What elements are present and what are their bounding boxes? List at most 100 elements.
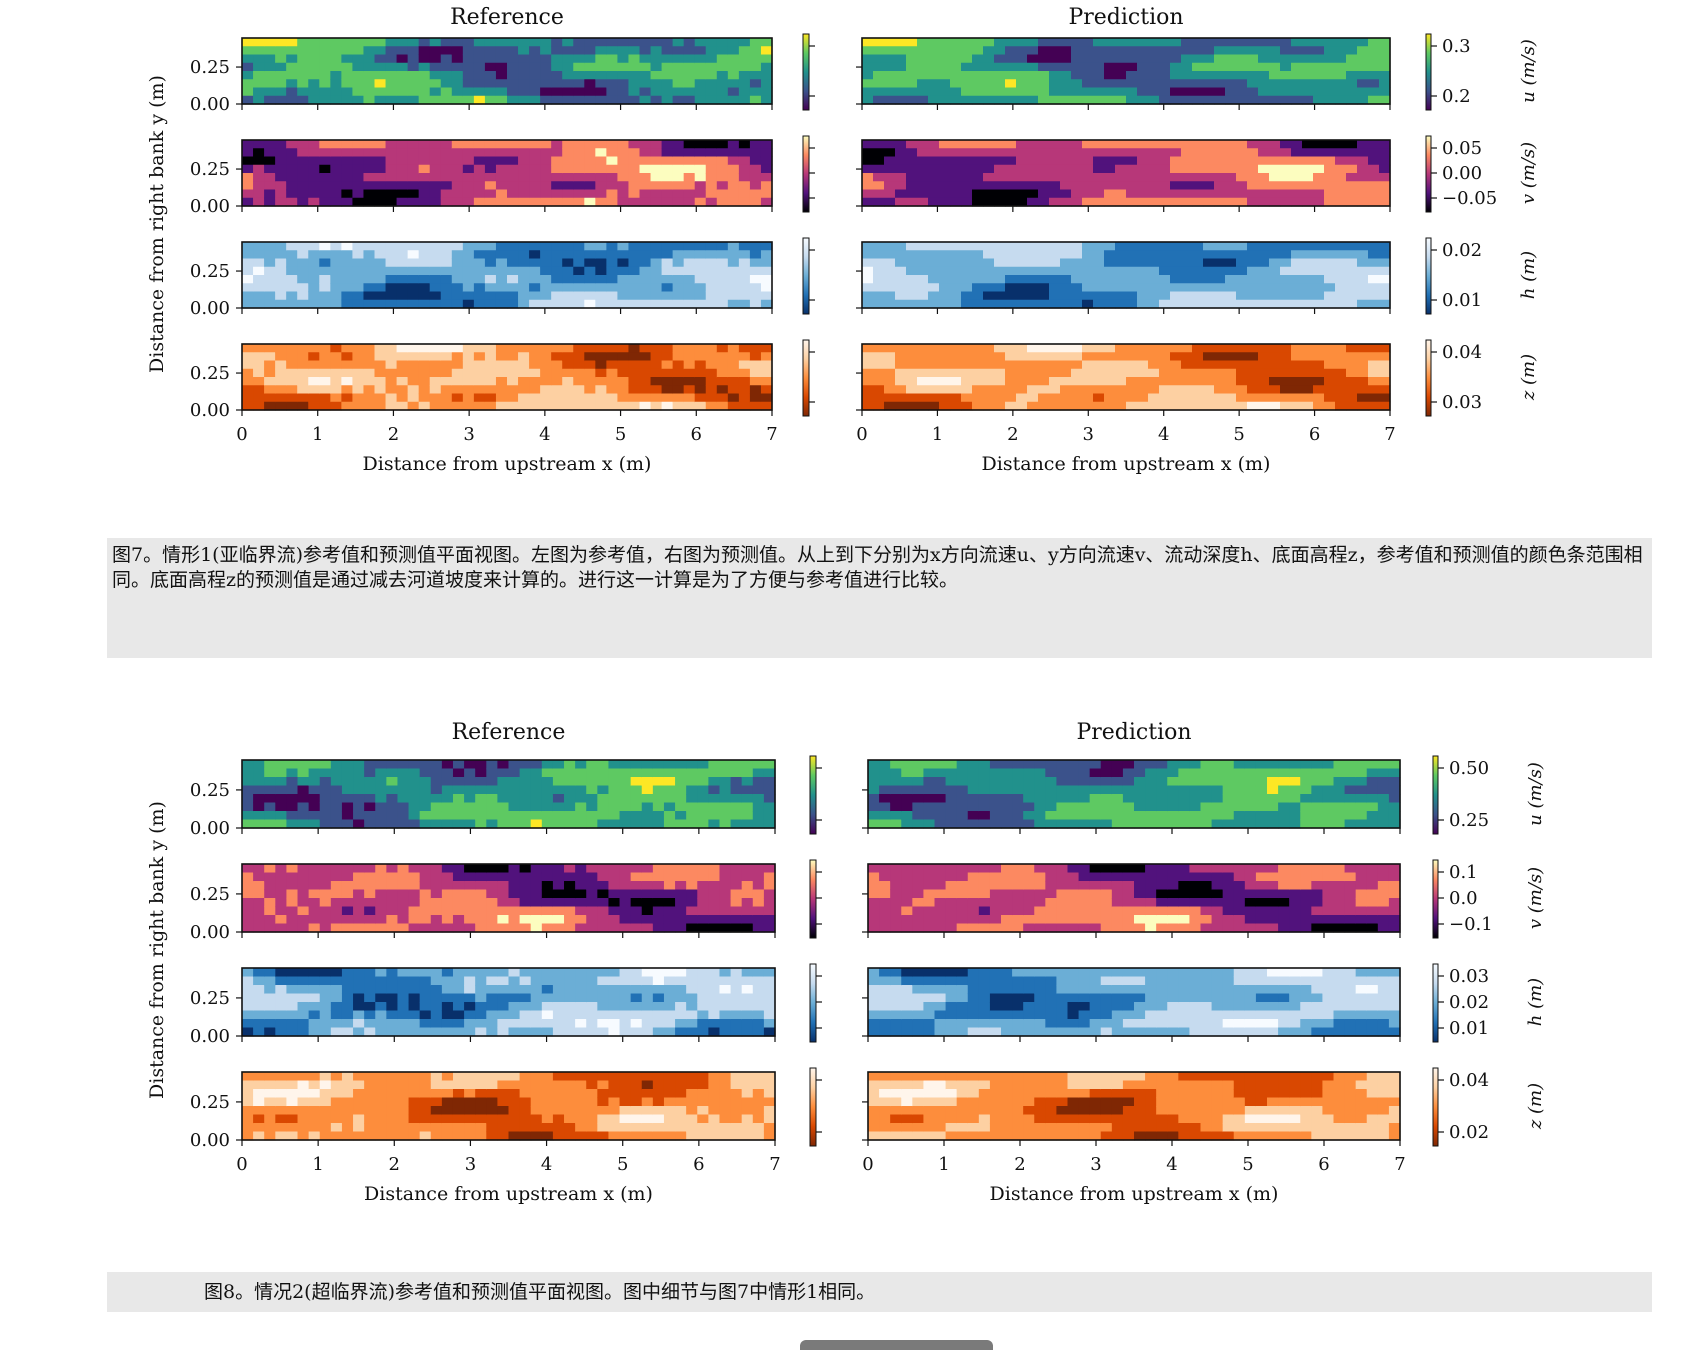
x-tick-label: 0 xyxy=(236,424,247,445)
y-tick-label: 0.25 xyxy=(190,988,230,1009)
heatmap-u-reference xyxy=(242,760,776,829)
heatmap-z-reference xyxy=(242,344,773,411)
colorbar-tick-label: −0.05 xyxy=(1442,188,1497,209)
colorbar-tick-label: 0.01 xyxy=(1442,290,1482,311)
y-tick-label: 0.00 xyxy=(190,94,230,115)
colorbar-tick-label: 0.1 xyxy=(1449,862,1478,883)
x-tick-label: 7 xyxy=(1384,424,1395,445)
x-tick-label: 4 xyxy=(539,424,550,445)
x-tick-label: 0 xyxy=(856,424,867,445)
y-tick-label: 0.00 xyxy=(190,818,230,839)
colorbar-tick-label: 0.03 xyxy=(1442,392,1482,413)
colorbar-label-h: h (m) xyxy=(1525,978,1546,1026)
y-tick-label: 0.25 xyxy=(190,884,230,905)
x-tick-label: 3 xyxy=(465,1154,476,1175)
colorbar-prediction-v xyxy=(1433,860,1438,938)
heatmap-u-prediction xyxy=(868,760,1401,829)
colorbar-tick-label: 0.00 xyxy=(1442,163,1482,184)
colorbar-reference-v xyxy=(810,860,816,938)
colorbar-tick-label: 0.01 xyxy=(1449,1018,1489,1039)
heatmap-v-reference xyxy=(242,864,776,933)
y-tick-label: 0.25 xyxy=(190,363,230,384)
panel-title-prediction: Prediction xyxy=(1076,720,1191,745)
y-tick-label: 0.25 xyxy=(190,261,230,282)
colorbar-tick-label: 0.02 xyxy=(1449,992,1489,1013)
colorbar-tick-label: 0.05 xyxy=(1442,138,1482,159)
y-tick-label: 0.00 xyxy=(190,298,230,319)
x-tick-label: 0 xyxy=(236,1154,247,1175)
heatmap-h-prediction xyxy=(868,968,1401,1037)
x-tick-label: 1 xyxy=(932,424,943,445)
colorbar-label-u: u (m/s) xyxy=(1518,39,1539,103)
x-tick-label: 1 xyxy=(312,424,323,445)
colorbar-tick-label: 0.0 xyxy=(1449,888,1478,909)
x-tick-label: 1 xyxy=(312,1154,323,1175)
colorbar-tick-label: 0.02 xyxy=(1449,1122,1489,1143)
y-tick-label: 0.25 xyxy=(190,159,230,180)
heatmap-v-prediction xyxy=(868,864,1401,933)
colorbar-reference-h xyxy=(803,238,809,314)
x-tick-label: 6 xyxy=(1318,1154,1329,1175)
x-tick-label: 2 xyxy=(388,424,399,445)
colorbar-label-v: v (m/s) xyxy=(1525,867,1546,929)
heatmap-h-reference xyxy=(242,242,773,309)
x-tick-label: 4 xyxy=(541,1154,552,1175)
x-tick-label: 6 xyxy=(691,424,702,445)
colorbar-tick-label: −0.1 xyxy=(1449,914,1493,935)
heatmap-h-prediction xyxy=(862,242,1391,309)
y-tick-label: 0.25 xyxy=(190,780,230,801)
colorbar-tick-label: 0.25 xyxy=(1449,810,1489,831)
panel-title-prediction: Prediction xyxy=(1068,5,1183,30)
x-tick-label: 4 xyxy=(1158,424,1169,445)
colorbar-label-z: z (m) xyxy=(1525,1083,1546,1130)
colorbar-reference-z xyxy=(803,340,809,416)
colorbar-prediction-v xyxy=(1426,136,1431,212)
colorbar-tick-label: 0.04 xyxy=(1442,342,1482,363)
colorbar-prediction-z xyxy=(1433,1068,1438,1146)
colorbar-reference-u xyxy=(803,34,809,110)
panel-title-reference: Reference xyxy=(452,720,566,745)
y-tick-label: 0.25 xyxy=(190,57,230,78)
heatmap-h-reference xyxy=(242,968,776,1037)
colorbar-reference-u xyxy=(810,756,816,834)
colorbar-tick-label: 0.02 xyxy=(1442,240,1482,261)
heatmap-v-reference xyxy=(242,140,773,207)
colorbar-prediction-u xyxy=(1433,756,1438,834)
y-tick-label: 0.00 xyxy=(190,196,230,217)
colorbar-reference-v xyxy=(803,136,809,212)
y-tick-label: 0.00 xyxy=(190,1130,230,1151)
colorbar-tick-label: 0.03 xyxy=(1449,966,1489,987)
colorbar-reference-h xyxy=(810,964,816,1042)
heatmap-u-reference xyxy=(242,38,773,105)
x-tick-label: 6 xyxy=(693,1154,704,1175)
figure-7-caption: 图7。情形1(亚临界流)参考值和预测值平面视图。左图为参考值，右图为预测值。从上… xyxy=(107,538,1652,658)
x-axis-label-reference: Distance from upstream x (m) xyxy=(363,453,652,475)
heatmap-z-prediction xyxy=(862,344,1391,411)
y-tick-label: 0.00 xyxy=(190,922,230,943)
x-axis-label-prediction: Distance from upstream x (m) xyxy=(990,1183,1279,1205)
x-axis-label-prediction: Distance from upstream x (m) xyxy=(982,453,1271,475)
x-tick-label: 6 xyxy=(1309,424,1320,445)
panel-title-reference: Reference xyxy=(450,5,564,30)
colorbar-prediction-h xyxy=(1426,238,1431,314)
heatmap-z-reference xyxy=(242,1072,776,1141)
x-tick-label: 3 xyxy=(1083,424,1094,445)
y-axis-label: Distance from right bank y (m) xyxy=(146,75,168,373)
y-tick-label: 0.25 xyxy=(190,1092,230,1113)
colorbar-tick-label: 0.04 xyxy=(1449,1070,1489,1091)
colorbar-prediction-z xyxy=(1426,340,1431,416)
x-tick-label: 2 xyxy=(1007,424,1018,445)
colorbar-label-z: z (m) xyxy=(1518,354,1539,401)
colorbar-label-h: h (m) xyxy=(1518,251,1539,299)
y-tick-label: 0.00 xyxy=(190,400,230,421)
colorbar-prediction-h xyxy=(1433,964,1438,1042)
x-tick-label: 7 xyxy=(1394,1154,1405,1175)
heatmap-u-prediction xyxy=(862,38,1391,105)
x-tick-label: 2 xyxy=(1014,1154,1025,1175)
x-tick-label: 5 xyxy=(1242,1154,1253,1175)
colorbar-tick-label: 0.3 xyxy=(1442,36,1471,57)
x-tick-label: 5 xyxy=(617,1154,628,1175)
colorbar-reference-z xyxy=(810,1068,816,1146)
scrollbar-handle[interactable] xyxy=(800,1340,993,1350)
